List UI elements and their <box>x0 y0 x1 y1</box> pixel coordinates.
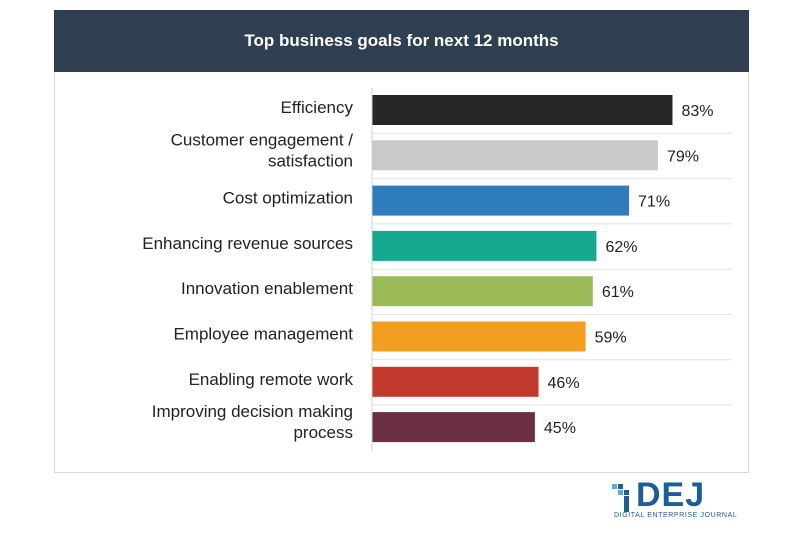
data-label: 71% <box>638 194 670 211</box>
category-label: Efficiency <box>281 98 354 117</box>
bar <box>372 140 658 171</box>
data-label: 79% <box>667 148 699 165</box>
bar <box>372 185 630 216</box>
bar <box>372 276 593 307</box>
bar <box>372 95 673 125</box>
logo-pixel-icon <box>612 484 629 512</box>
data-label: 59% <box>595 330 627 347</box>
data-label: 61% <box>602 284 634 301</box>
category-label: Improving decision making process <box>152 402 353 442</box>
dej-logo: DEJ DIGITAL ENTERPRISE JOURNAL <box>612 478 747 523</box>
category-label: Enabling remote work <box>189 370 354 389</box>
bar <box>372 321 586 352</box>
data-label: 83% <box>681 103 713 120</box>
category-label: Innovation enablement <box>181 279 353 298</box>
data-label: 45% <box>544 420 576 437</box>
category-label: Customer engagement / satisfaction <box>171 130 354 170</box>
logo-subtitle: DIGITAL ENTERPRISE JOURNAL <box>614 512 738 519</box>
bar <box>372 412 535 443</box>
category-label: Cost optimization <box>223 189 353 208</box>
data-label: 62% <box>605 239 637 256</box>
chart-title: Top business goals for next 12 months <box>54 10 749 72</box>
bar <box>372 366 539 397</box>
category-label: Enhancing revenue sources <box>142 234 353 253</box>
data-label: 46% <box>548 375 580 392</box>
bar <box>372 230 597 261</box>
category-label: Employee management <box>173 325 353 344</box>
logo-text: DEJ <box>636 476 706 514</box>
